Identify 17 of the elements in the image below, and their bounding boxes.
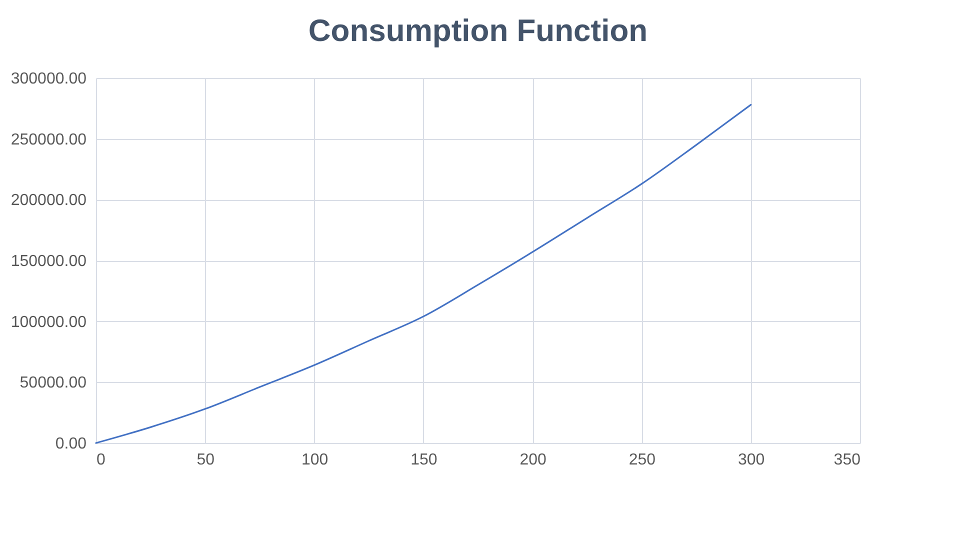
y-tick-label: 300000.00 bbox=[10, 70, 87, 88]
x-tick-label: 300 bbox=[738, 452, 765, 468]
x-tick-label: 200 bbox=[520, 452, 547, 468]
y-tick-label: 200000.00 bbox=[10, 192, 87, 210]
y-tick-label: 150000.00 bbox=[10, 253, 87, 270]
x-tick-label: 350 bbox=[834, 452, 861, 468]
x-tick-label: 100 bbox=[301, 452, 328, 468]
x-tick-label: 50 bbox=[196, 452, 215, 468]
y-tick-label: 100000.00 bbox=[10, 314, 87, 331]
x-tick-label: 250 bbox=[628, 452, 656, 468]
x-tick-label: 150 bbox=[410, 452, 438, 468]
x-tick-label: 0 bbox=[96, 452, 106, 468]
line-series bbox=[95, 104, 752, 444]
y-tick-label: 0.00 bbox=[55, 436, 87, 452]
y-tick-label: 250000.00 bbox=[10, 131, 87, 148]
y-tick-label: 50000.00 bbox=[20, 374, 87, 392]
chart-title: Consumption Function bbox=[308, 13, 648, 48]
